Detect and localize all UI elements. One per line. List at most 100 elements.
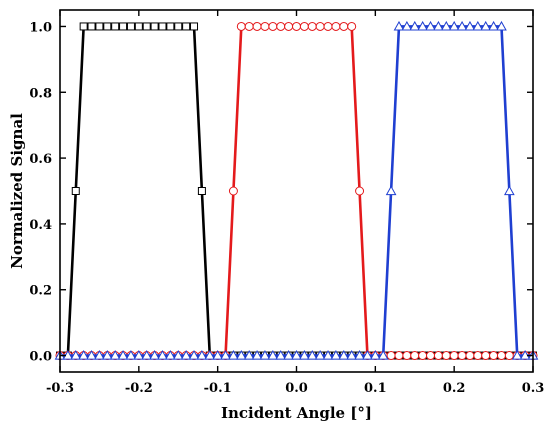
triangle-marker (354, 350, 365, 360)
circle-marker (323, 21, 333, 31)
triangle-marker (212, 350, 224, 360)
circle-marker (473, 351, 483, 361)
triangle-marker (456, 20, 468, 31)
triangle-marker (188, 350, 200, 360)
circle-marker (410, 351, 420, 361)
triangle-marker (393, 20, 405, 31)
square-marker (197, 187, 206, 195)
circle-marker (228, 186, 238, 196)
circle-marker (284, 21, 294, 31)
circle-marker (457, 351, 467, 361)
y-tick-label: 0.8 (29, 86, 52, 101)
triangle-marker (267, 350, 279, 360)
square-marker (87, 22, 96, 31)
circle-marker (260, 21, 270, 31)
x-tick-label: 0.2 (443, 381, 466, 396)
circle-marker (418, 351, 428, 361)
triangle-marker (346, 350, 358, 360)
triangle-marker (149, 350, 160, 360)
triangle-marker (472, 20, 484, 31)
plot-content (54, 20, 539, 361)
square-marker (95, 22, 104, 31)
triangle-marker (299, 350, 310, 360)
blue-triangle-series (54, 20, 539, 360)
circle-marker (496, 351, 506, 361)
circle-marker (355, 186, 365, 196)
square-marker (119, 22, 128, 31)
square-marker (134, 22, 143, 31)
triangle-marker (409, 20, 421, 31)
triangle-marker (401, 20, 413, 31)
x-tick-label: -0.1 (204, 381, 232, 396)
circle-marker (236, 21, 246, 31)
square-marker (182, 22, 191, 31)
circle-marker (292, 21, 301, 31)
y-tick-label: 0.2 (29, 284, 52, 299)
square-marker (103, 22, 112, 31)
x-tick-label: 0.0 (285, 381, 308, 396)
triangle-marker (204, 350, 216, 360)
x-tick-label: -0.2 (125, 381, 153, 396)
circle-marker (465, 351, 475, 361)
x-tick-label: 0.3 (522, 381, 545, 396)
y-tick-label: 0.4 (29, 218, 52, 233)
triangle-marker (306, 350, 318, 360)
series-line (60, 25, 533, 357)
triangle-marker (251, 350, 263, 360)
triangle-marker (165, 350, 176, 360)
axes: -0.3 -0.2 -0.1 0.0 0.1 0.2 0.3 0.0 0.2 0.4 0.6 0.8 1… (29, 10, 544, 396)
triangle-marker (480, 20, 492, 31)
triangle-marker (496, 20, 507, 31)
triangle-marker (228, 350, 239, 360)
square-marker (158, 22, 167, 31)
circle-marker (386, 351, 396, 361)
circle-marker (449, 351, 459, 361)
triangle-marker (196, 350, 208, 360)
black-square-series (56, 22, 537, 360)
red-circle-series (55, 21, 538, 361)
triangle-marker (157, 350, 168, 360)
triangle-marker (275, 350, 287, 360)
triangle-marker (235, 350, 247, 360)
circle-marker (252, 21, 262, 31)
circle-marker (504, 351, 514, 361)
triangle-marker (117, 350, 129, 360)
triangle-marker (417, 20, 428, 31)
triangle-marker (338, 350, 350, 360)
square-marker (166, 22, 175, 31)
triangle-marker (369, 350, 381, 360)
x-axis-label: Incident Angle [°] (221, 404, 372, 422)
triangle-marker (125, 350, 137, 360)
series-line (60, 25, 533, 357)
triangle-marker (259, 350, 271, 360)
triangle-marker (94, 350, 105, 360)
triangle-marker (385, 185, 397, 196)
x-tick-label: 0.1 (364, 381, 387, 396)
x-tick-label: -0.3 (46, 381, 74, 396)
triangle-marker (291, 350, 302, 360)
triangle-marker (243, 350, 255, 360)
circle-marker (489, 351, 499, 361)
circle-marker (433, 351, 443, 361)
circle-marker (441, 351, 451, 361)
triangle-marker (511, 350, 523, 360)
y-tick-label: 1.0 (29, 20, 52, 35)
y-tick-label: 0.0 (29, 350, 52, 365)
circle-marker (244, 21, 254, 31)
triangle-marker (283, 350, 294, 360)
plot-frame (59, 9, 534, 373)
triangle-marker (86, 350, 97, 360)
y-axis-label: Normalized Signal (8, 113, 26, 269)
triangle-marker (464, 20, 476, 31)
triangle-marker (109, 350, 121, 360)
triangle-marker (180, 350, 192, 360)
circle-marker (307, 21, 317, 31)
triangle-marker (220, 350, 231, 360)
circle-marker (276, 21, 286, 31)
circle-marker (339, 21, 349, 31)
circle-marker (347, 21, 357, 31)
triangle-marker (101, 350, 113, 360)
triangle-marker (377, 350, 389, 360)
circle-marker (268, 21, 278, 31)
